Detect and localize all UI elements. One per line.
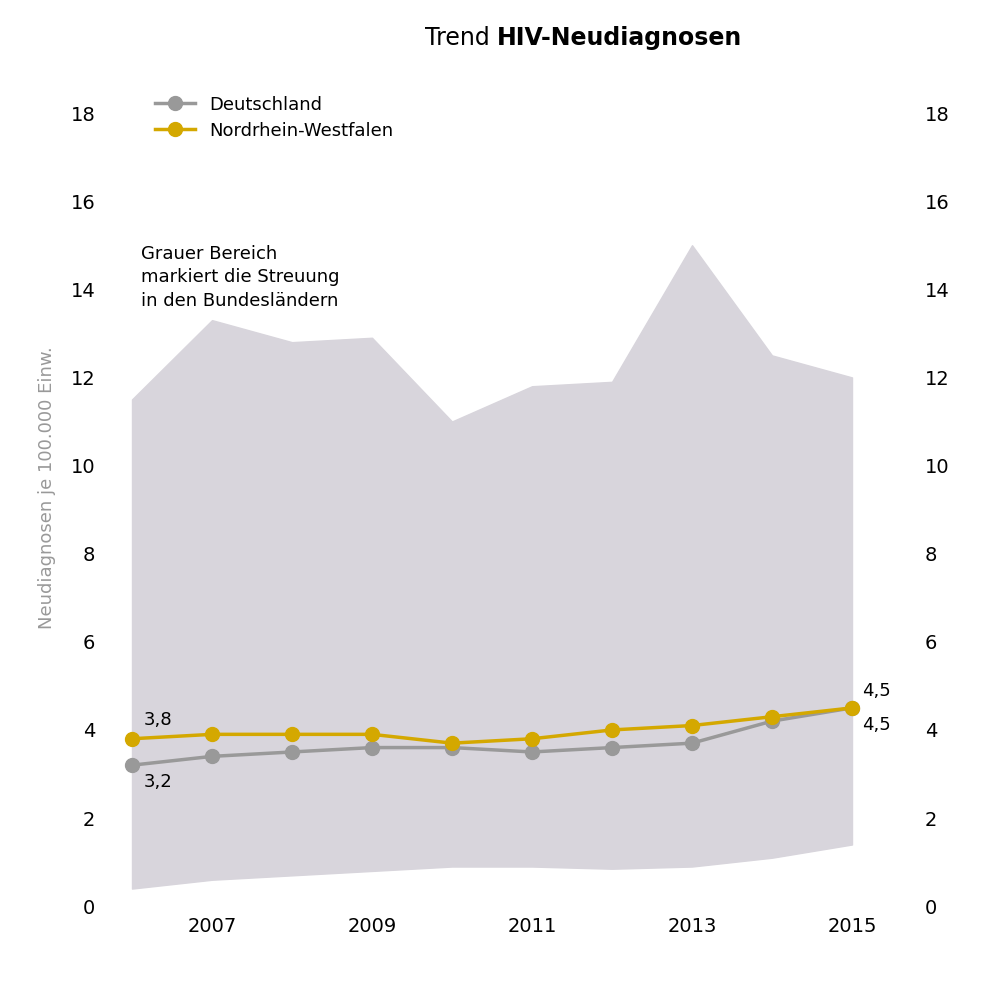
Text: HIV-Neudiagnosen: HIV-Neudiagnosen <box>497 26 742 49</box>
Text: Trend: Trend <box>425 26 497 49</box>
Nordrhein-Westfalen <box>766 711 778 723</box>
Nordrhein-Westfalen <box>286 729 298 741</box>
Text: 3,2: 3,2 <box>144 773 173 791</box>
Deutschland <box>446 742 458 754</box>
Deutschland <box>286 746 298 757</box>
Deutschland <box>366 742 378 754</box>
Nordrhein-Westfalen <box>686 720 698 732</box>
Nordrhein-Westfalen <box>206 729 218 741</box>
Line: Deutschland: Deutschland <box>125 701 859 772</box>
Nordrhein-Westfalen <box>126 733 138 745</box>
Deutschland <box>686 737 698 749</box>
Deutschland <box>526 746 538 757</box>
Deutschland <box>206 751 218 762</box>
Y-axis label: Neudiagnosen je 100.000 Einw.: Neudiagnosen je 100.000 Einw. <box>38 346 57 629</box>
Deutschland <box>606 742 618 754</box>
Text: 3,8: 3,8 <box>144 711 173 729</box>
Text: 4,5: 4,5 <box>862 682 890 700</box>
Deutschland <box>766 715 778 727</box>
Nordrhein-Westfalen <box>366 729 378 741</box>
Nordrhein-Westfalen <box>526 733 538 745</box>
Legend: Deutschland, Nordrhein-Westfalen: Deutschland, Nordrhein-Westfalen <box>150 91 399 145</box>
Line: Nordrhein-Westfalen: Nordrhein-Westfalen <box>125 701 859 751</box>
Deutschland <box>846 702 858 714</box>
Nordrhein-Westfalen <box>606 724 618 736</box>
Text: 4,5: 4,5 <box>862 716 890 734</box>
Nordrhein-Westfalen <box>446 737 458 749</box>
Text: Grauer Bereich
markiert die Streuung
in den Bundesländern: Grauer Bereich markiert die Streuung in … <box>141 244 340 310</box>
Nordrhein-Westfalen <box>846 702 858 714</box>
Deutschland <box>126 759 138 771</box>
